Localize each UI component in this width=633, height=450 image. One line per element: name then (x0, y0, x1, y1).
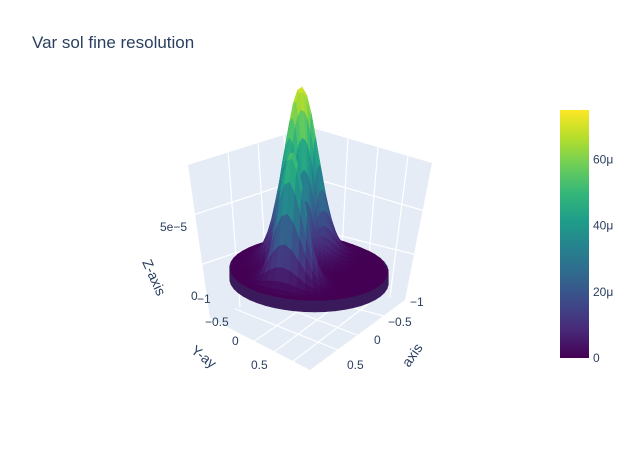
surface-patch (344, 296, 354, 310)
colorbar-tick-label: 40μ (593, 219, 613, 233)
z-axis-title: Z-axis (139, 257, 169, 298)
surface-patch (274, 296, 285, 310)
surface-patch (256, 291, 266, 306)
surface-patch (334, 298, 345, 312)
surface-patch (382, 269, 389, 275)
gridline (389, 155, 409, 298)
surface-patch (264, 294, 275, 309)
x-tick-label: −0.5 (388, 315, 412, 329)
y-tick-label: 0 (232, 334, 239, 348)
y-tick-label: −0.5 (205, 315, 229, 329)
z-tick-label: 0 (191, 289, 198, 303)
surface-patch (283, 298, 295, 312)
surface-patch (234, 265, 241, 271)
x-tick-label: −1 (410, 295, 424, 309)
chart-title: Var sol fine resolution (32, 33, 195, 52)
surface-patch (361, 291, 370, 306)
surface-patch (303, 300, 315, 313)
colorbar: 0 20μ 40μ 60μ (560, 110, 613, 365)
colorbar-tick-label: 0 (593, 351, 600, 365)
surface-patch (377, 269, 384, 275)
gridline (234, 308, 339, 351)
surface-patch (229, 265, 236, 271)
colorbar-tick-label: 20μ (593, 285, 613, 299)
y-axis-title: Y-ay (188, 342, 220, 372)
surface-patch (324, 299, 336, 312)
gridline (286, 294, 381, 367)
surface-patch (239, 265, 246, 271)
surface-patch (372, 269, 379, 274)
y-tick-label: −1 (197, 292, 211, 306)
surface-patch (314, 300, 326, 313)
surface-patch (293, 299, 305, 312)
colorbar-tick-label: 60μ (593, 153, 613, 167)
colorbar-gradient (560, 110, 589, 358)
x-tick-label: 0 (374, 333, 381, 347)
gridline (308, 176, 426, 212)
colorbar-ticks: 0 20μ 40μ 60μ (593, 153, 613, 365)
y-tick-label: 0.5 (251, 358, 268, 372)
surface-patch (353, 294, 362, 309)
axis-ticks: 05e−5−1−0.500.5−1−0.500.5 (160, 220, 424, 372)
z-tick-label: 5e−5 (160, 220, 187, 234)
x-axis-title: axis (398, 340, 425, 370)
x-tick-label: 0.5 (347, 358, 364, 372)
surface-mesh[interactable] (229, 86, 389, 313)
